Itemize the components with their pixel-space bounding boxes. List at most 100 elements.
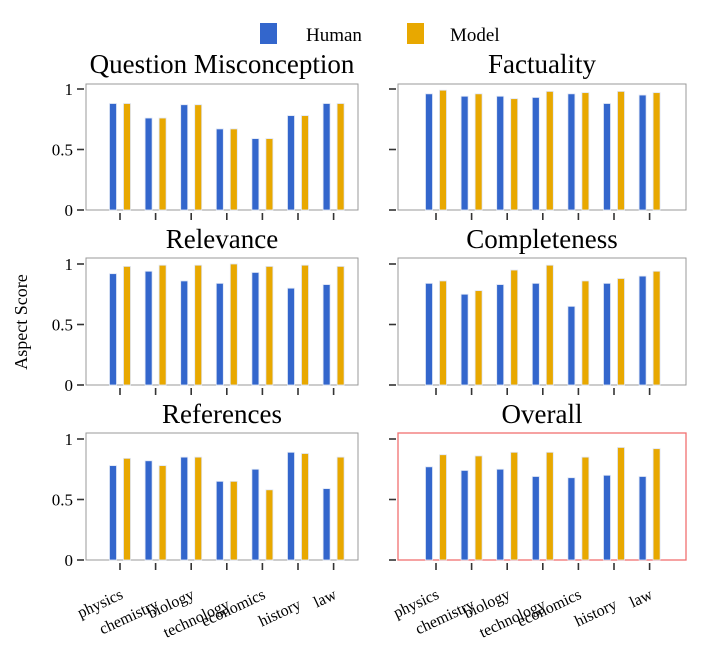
panel-question-misconception: Question Misconception 0 0.5 1 [52, 49, 359, 220]
bar-model-law [336, 456, 345, 561]
bar-human-history [603, 103, 611, 211]
bar-human-biology [180, 280, 189, 386]
bar-human-technology [531, 97, 540, 211]
bar-model-law [336, 103, 345, 211]
panel-title: Relevance [166, 224, 278, 254]
bar-human-economics [567, 305, 576, 386]
bar-model-biology [194, 104, 203, 211]
bar-human-history [287, 451, 295, 561]
plot-frame [397, 257, 687, 386]
bar-human-technology [215, 128, 224, 211]
bar-human-technology [215, 480, 224, 561]
legend-swatch-model [407, 23, 424, 44]
bar-human-chemistry [460, 95, 469, 211]
bar-human-economics [567, 477, 576, 561]
bar-model-physics [123, 266, 131, 386]
legend-label-human: Human [306, 25, 362, 46]
bar-human-history [287, 115, 295, 211]
bar-human-chemistry [144, 460, 153, 561]
bar-model-economics [581, 456, 590, 561]
bar-human-chemistry [144, 117, 153, 211]
bar-model-history [301, 264, 309, 386]
bar-model-technology [545, 451, 554, 561]
bar-human-chemistry [460, 470, 469, 561]
bar-human-history [287, 287, 295, 386]
y-tick-label: 0 [65, 376, 74, 395]
y-axis-label: Aspect Score [11, 274, 31, 369]
bar-human-technology [531, 282, 540, 386]
bar-model-economics [265, 489, 274, 561]
bar-human-chemistry [144, 270, 153, 386]
bar-model-biology [194, 456, 203, 561]
bar-model-law [652, 448, 661, 561]
bar-model-economics [581, 92, 590, 211]
bar-human-economics [567, 93, 576, 211]
panel-title: Completeness [466, 224, 617, 254]
y-tick-label: 1 [65, 430, 74, 449]
bar-model-physics [123, 457, 131, 561]
bar-model-economics [265, 266, 274, 386]
bar-human-biology [496, 468, 505, 561]
panel-overall: Overallphysicschemistrybiologytechnology… [389, 399, 687, 642]
panel-factuality: Factuality [389, 49, 687, 220]
bar-human-technology [215, 282, 224, 386]
y-tick-label: 0.5 [52, 141, 73, 160]
bar-human-economics [251, 272, 260, 386]
y-tick-label: 0.5 [52, 316, 73, 335]
bar-model-chemistry [474, 290, 483, 386]
bar-human-biology [496, 284, 505, 386]
bar-model-economics [265, 138, 274, 211]
bar-model-history [617, 278, 625, 386]
bar-human-biology [180, 104, 189, 211]
bar-human-law [638, 476, 647, 561]
panel-title: Question Misconception [90, 49, 355, 79]
bar-model-law [652, 92, 661, 211]
bar-human-biology [180, 456, 189, 561]
panel-completeness: Completeness [389, 224, 687, 395]
bar-human-physics [109, 103, 117, 211]
bar-model-history [301, 453, 309, 561]
bar-model-chemistry [158, 264, 167, 386]
bar-human-physics [425, 466, 433, 561]
bar-model-biology [510, 269, 519, 386]
y-tick-label: 1 [65, 255, 74, 274]
x-tick-label: law [311, 586, 340, 611]
bar-model-technology [545, 264, 554, 386]
legend-swatch-human [260, 23, 277, 44]
y-tick-label: 0 [65, 551, 74, 570]
bar-model-chemistry [158, 117, 167, 211]
legend-label-model: Model [450, 25, 500, 46]
bar-human-economics [251, 138, 260, 211]
bar-model-history [617, 91, 625, 211]
bar-model-history [301, 115, 309, 211]
bar-human-law [322, 103, 331, 211]
bar-model-law [336, 266, 345, 386]
panel-references: References00.51physicschemistrybiologyte… [52, 399, 359, 642]
bar-model-economics [581, 280, 590, 386]
bar-human-physics [109, 465, 117, 561]
bar-human-chemistry [460, 293, 469, 386]
legend: Human Model [260, 23, 500, 46]
bar-model-technology [545, 91, 554, 211]
y-tick-label: 0.5 [52, 491, 73, 510]
bar-model-biology [510, 98, 519, 211]
bar-model-chemistry [474, 455, 483, 561]
panel-title: References [162, 399, 282, 429]
bar-model-physics [123, 103, 131, 211]
plot-frame [397, 432, 687, 561]
bar-human-history [603, 474, 611, 561]
bar-model-technology [229, 263, 238, 386]
panel-title: Factuality [488, 49, 596, 79]
bar-human-physics [109, 273, 117, 386]
bar-model-history [617, 447, 625, 561]
panel-relevance: Relevance 0 0.5 1 [52, 224, 359, 395]
bar-human-law [322, 284, 331, 386]
bar-model-physics [439, 280, 447, 386]
bar-human-law [638, 94, 647, 211]
bar-human-physics [425, 282, 433, 386]
bar-model-law [652, 270, 661, 386]
panels: Question Misconception 0 0.5 1 Factuality Rel… [52, 49, 687, 642]
panel-title: Overall [502, 399, 583, 429]
bar-model-technology [229, 128, 238, 211]
